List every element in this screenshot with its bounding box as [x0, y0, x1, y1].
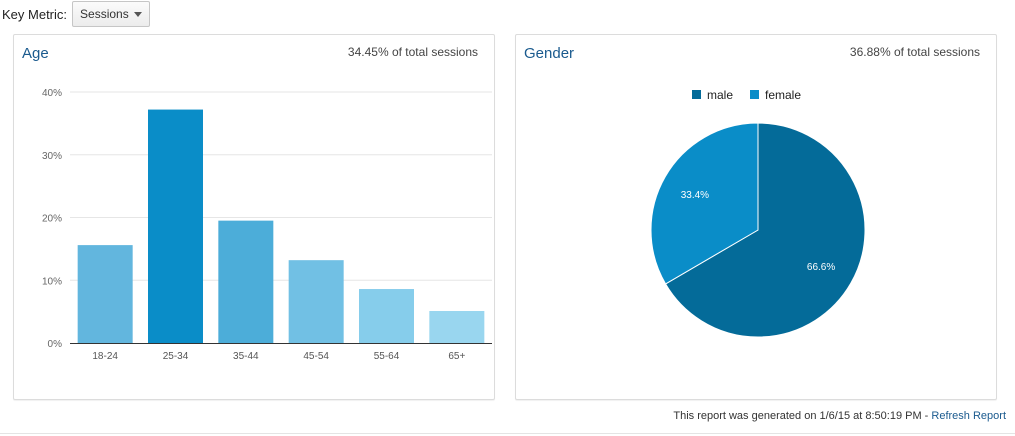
- age-title: Age: [22, 45, 49, 62]
- bar-55-64: [359, 289, 414, 343]
- y-tick-label: 10%: [42, 276, 62, 287]
- x-tick-label: 55-64: [374, 351, 400, 362]
- pie-label-male: 66.6%: [807, 262, 835, 273]
- y-tick-label: 0%: [48, 339, 63, 350]
- x-tick-label: 35-44: [233, 351, 259, 362]
- bar-65+: [429, 310, 485, 343]
- gender-panel: Gender 36.88% of total sessions male fema…: [515, 34, 997, 400]
- bar-25-34: [148, 109, 203, 343]
- gender-pie-chart: male female 66.6% 33.4%: [650, 88, 866, 338]
- x-tick-label: 18-24: [92, 351, 118, 362]
- age-subtitle: 34.45% of total sessions: [347, 45, 478, 59]
- legend-swatch-female: [750, 90, 759, 99]
- y-tick-label: 30%: [42, 151, 62, 162]
- bar-18-24: [77, 245, 133, 343]
- gender-title: Gender: [524, 45, 575, 62]
- key-metric-bar: Key Metric: Sessions: [0, 0, 151, 28]
- legend-label-male: male: [707, 88, 733, 102]
- x-tick-label: 45-54: [303, 351, 329, 362]
- pie-slice-female: [650, 122, 759, 285]
- divider: [0, 433, 1015, 434]
- bar-35-44: [218, 220, 274, 343]
- legend-label-female: female: [765, 88, 801, 102]
- x-tick-label: 25-34: [163, 351, 189, 362]
- bar-45-54: [288, 260, 344, 343]
- chevron-down-icon: [134, 12, 143, 17]
- report-generated-text: This report was generated on 1/6/15 at 8…: [673, 410, 932, 422]
- pie-slice-male: [664, 122, 866, 338]
- y-tick-label: 20%: [42, 214, 62, 225]
- gender-subtitle: 36.88% of total sessions: [849, 45, 980, 59]
- legend-swatch-male: [692, 90, 701, 99]
- report-footer: This report was generated on 1/6/15 at 8…: [673, 410, 1006, 422]
- key-metric-label: Key Metric:: [2, 6, 68, 22]
- refresh-report-link[interactable]: Refresh Report: [931, 410, 1006, 422]
- age-panel: Age 34.45% of total sessions 0% 10% 20% 30%…: [13, 34, 495, 400]
- x-tick-label: 65+: [448, 351, 465, 362]
- pie-label-female: 33.4%: [681, 190, 709, 201]
- key-metric-dropdown[interactable]: Sessions: [72, 1, 151, 27]
- y-tick-label: 40%: [42, 88, 62, 99]
- age-bar-chart: 0% 10% 20% 30% 40% 18-24 25-34 35-44 45-54 55-64 6…: [42, 88, 492, 362]
- key-metric-selected: Sessions: [80, 7, 129, 21]
